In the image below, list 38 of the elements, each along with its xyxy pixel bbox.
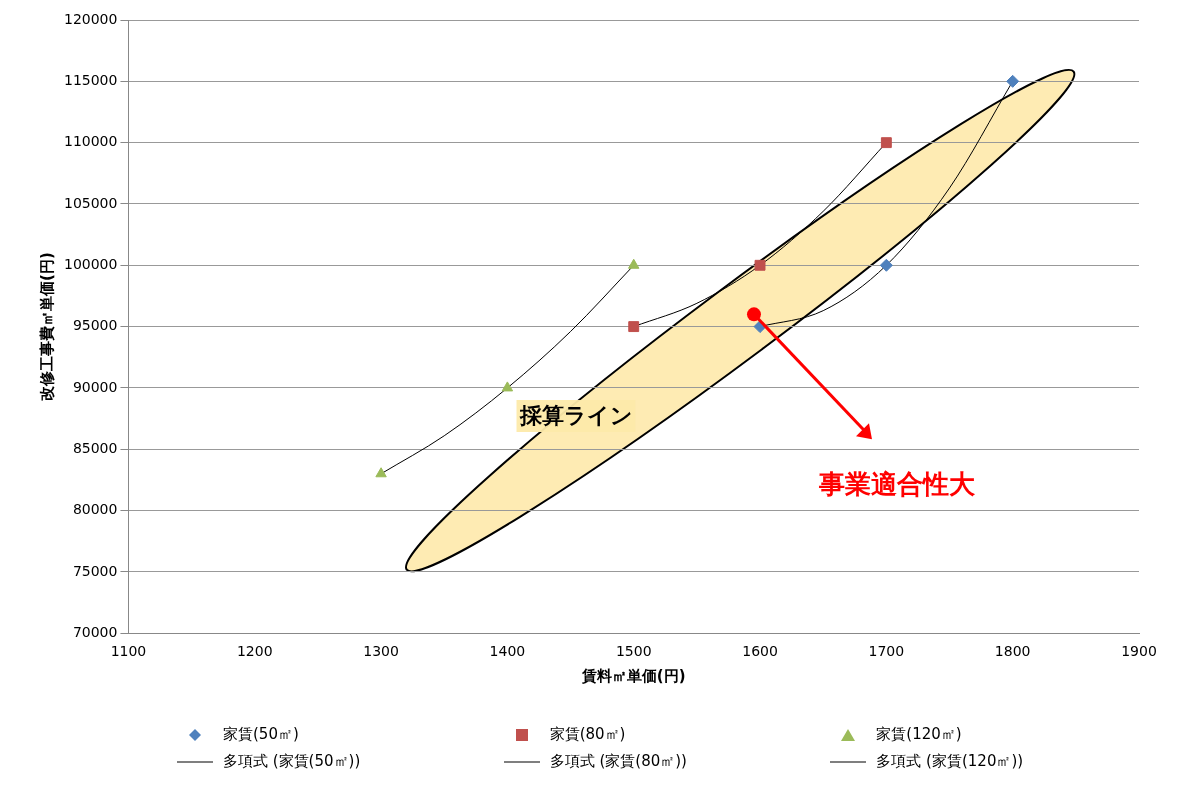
point: [754, 259, 766, 271]
y-axis-title: 改修工事費㎡単価(円): [37, 252, 56, 401]
x-tick-label: 1100: [110, 643, 147, 660]
point: [501, 381, 514, 392]
legend-label: 家賃(120㎡): [876, 725, 962, 744]
legend-label: 多項式 (家賃(50㎡)): [223, 752, 361, 771]
point: [628, 321, 640, 333]
y-tick-label: 100000: [63, 255, 118, 272]
y-tick-label: 80000: [72, 501, 118, 518]
x-tick-label: 1300: [363, 643, 399, 660]
point: [880, 137, 892, 149]
point: [375, 467, 387, 478]
x-tick-label: 1200: [236, 643, 273, 660]
x-tick-label: 1500: [615, 643, 652, 660]
y-tick-label: 105000: [63, 194, 118, 211]
y-tick-label: 85000: [72, 439, 118, 456]
y-tick-label: 75000: [72, 562, 118, 579]
x-tick-label: 1400: [489, 643, 526, 660]
x-tick-label: 1800: [994, 643, 1031, 660]
legend-label: 家賃(80㎡): [549, 725, 626, 744]
point: [628, 258, 640, 269]
annotation: 事業適合性大: [818, 467, 975, 501]
legend-label: 多項式 (家賃(80㎡)): [549, 752, 687, 771]
y-tick-label: 120000: [63, 10, 118, 27]
x-axis-title: 賃料㎡単価(円): [580, 666, 686, 685]
x-tick-label: 1600: [742, 643, 778, 660]
y-tick-label: 110000: [63, 133, 118, 150]
annotation: 採算ライン: [516, 400, 636, 433]
point: [879, 258, 893, 272]
y-tick-label: 115000: [63, 71, 118, 88]
y-tick-label: 95000: [72, 317, 118, 334]
y-tick-label: 70000: [72, 623, 118, 640]
legend-label: 家賃(50㎡): [223, 725, 299, 744]
y-tick-label: 90000: [72, 378, 118, 395]
x-tick-label: 1700: [868, 643, 905, 660]
point: [1006, 74, 1020, 88]
x-tick-label: 1900: [1121, 643, 1157, 660]
legend-label: 多項式 (家賃(120㎡)): [876, 752, 1024, 771]
